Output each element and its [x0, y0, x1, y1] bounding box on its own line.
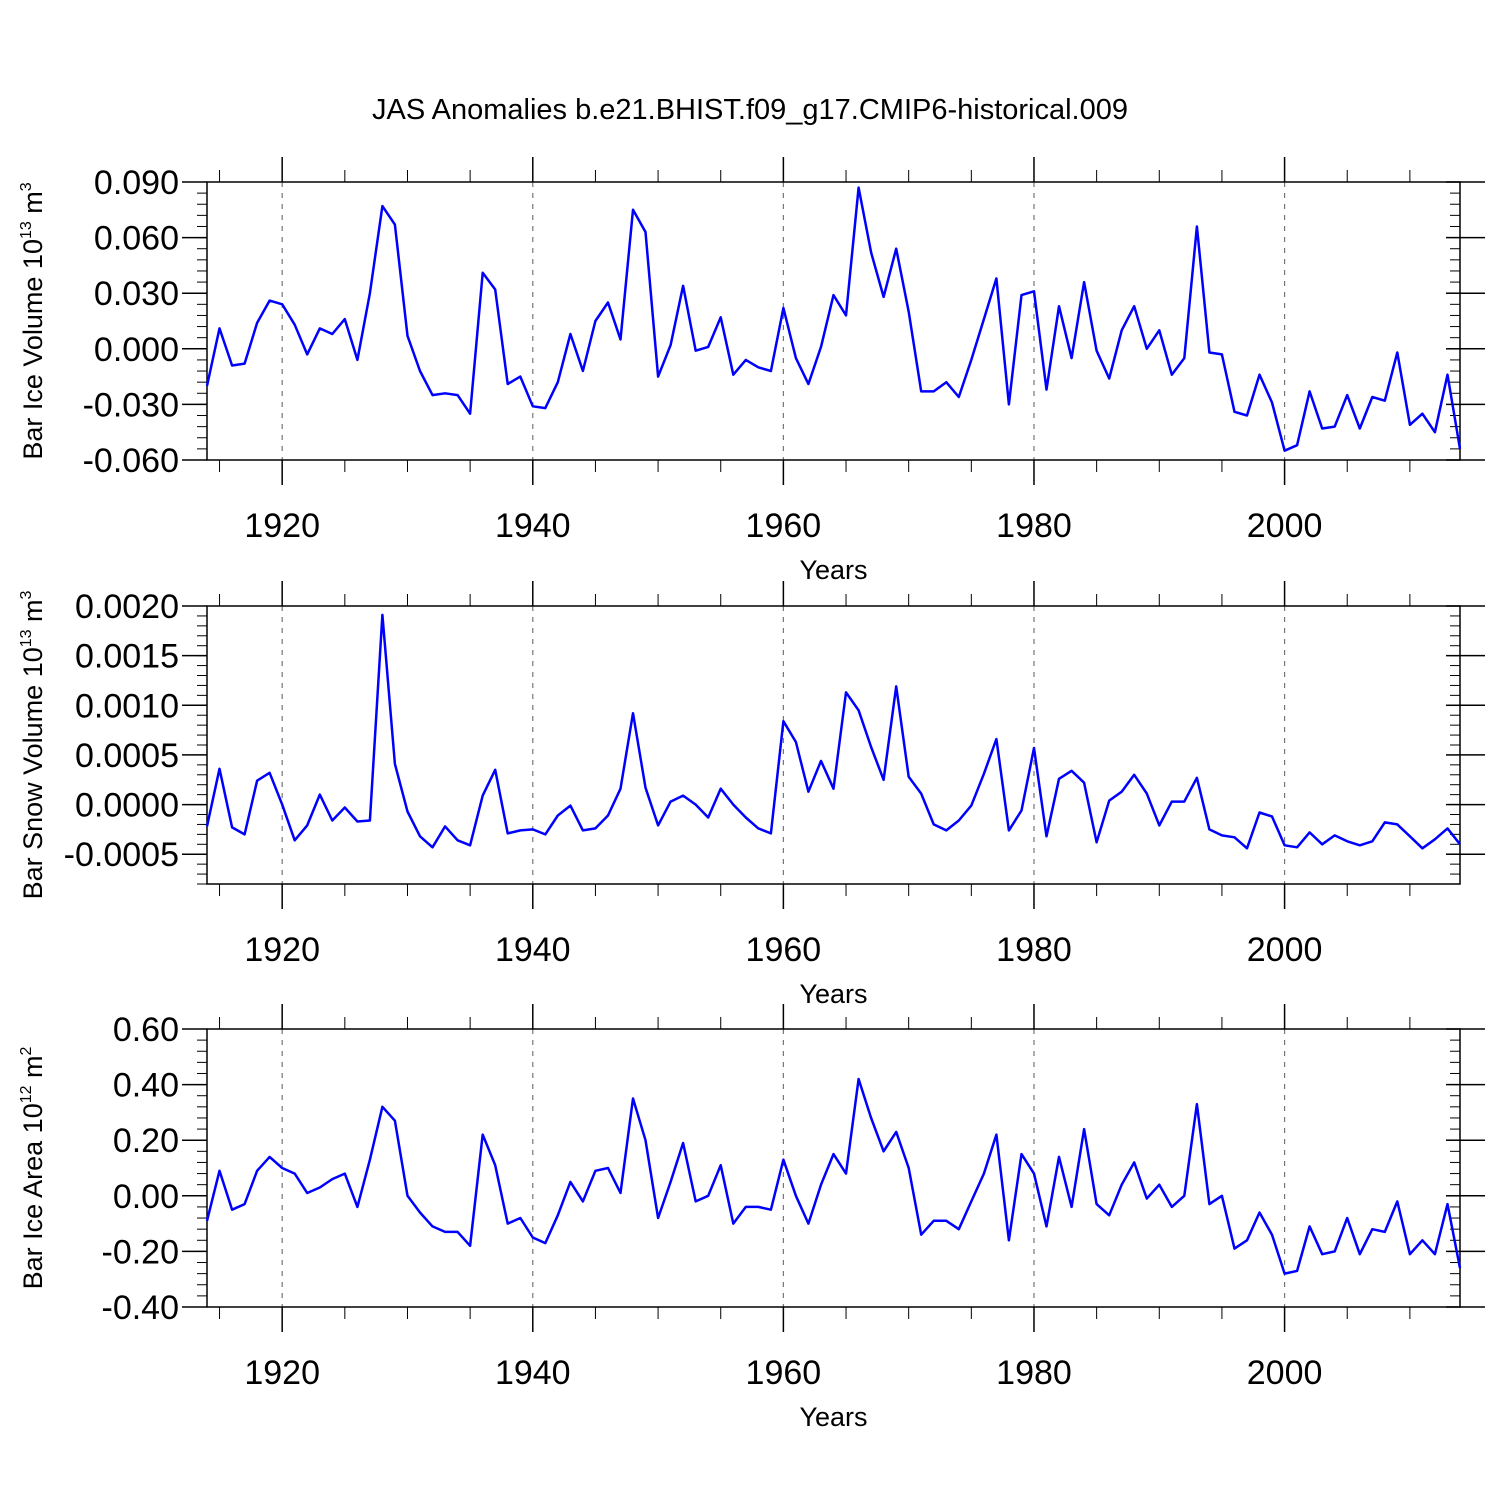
x-axis-label: Years	[799, 979, 867, 1009]
x-tick-label: 1940	[495, 507, 571, 545]
chart-panel-ice-volume: -0.060 -0.030 0.000 0.030 0.060 0.090 1920 1940…	[18, 157, 1485, 585]
x-axis-label: Years	[799, 1402, 867, 1432]
chart-panel-snow-volume: -0.0005 0.0000 0.0005 0.0010 0.0015 0.0020 192…	[18, 581, 1485, 1009]
y-tick-label: 0.090	[94, 164, 179, 202]
series-line-snow-volume	[205, 613, 1461, 850]
plot-frame	[206, 181, 1461, 461]
x-tick-label: 2000	[1247, 1354, 1323, 1392]
y-tick-label: -0.0005	[64, 836, 179, 874]
x-tick-label: 1940	[495, 1354, 571, 1392]
y-axis-label: Bar Snow Volume 1013 m3	[18, 590, 48, 899]
y-tick-label: -0.060	[83, 442, 179, 480]
y-tick-label: 0.40	[113, 1067, 179, 1105]
y-tick-label: 0.000	[94, 331, 179, 369]
y-tick-label: -0.030	[83, 386, 179, 424]
plot-frame	[206, 605, 1461, 885]
x-tick-label: 1980	[996, 1354, 1072, 1392]
x-tick-label: 1980	[996, 931, 1072, 969]
y-tick-label: 0.060	[94, 220, 179, 258]
x-tick-label: 1980	[996, 507, 1072, 545]
x-tick-label: 1920	[244, 1354, 320, 1392]
y-tick-label: 0.0020	[75, 588, 179, 626]
y-tick-label: 0.0000	[75, 787, 179, 825]
x-tick-label: 2000	[1247, 507, 1323, 545]
y-tick-label: 0.0005	[75, 737, 179, 775]
series-line-ice-area	[205, 1077, 1462, 1275]
chart-panel-ice-area: -0.40 -0.20 0.00 0.20 0.40 0.60 1920 1940 1960 19…	[18, 1004, 1485, 1432]
chart-title: JAS Anomalies b.e21.BHIST.f09_g17.CMIP6-…	[372, 94, 1128, 126]
x-tick-label: 1940	[495, 931, 571, 969]
x-tick-label: 1960	[746, 507, 822, 545]
y-tick-label: 0.0010	[75, 687, 179, 725]
x-tick-label: 1960	[746, 931, 822, 969]
y-axis-label: Bar Ice Volume 1013 m3	[18, 182, 48, 459]
x-tick-label: 1960	[746, 1354, 822, 1392]
y-tick-label: -0.20	[102, 1233, 180, 1271]
plot-frame	[206, 1028, 1461, 1308]
y-tick-label: 0.60	[113, 1011, 179, 1049]
y-tick-label: 0.00	[113, 1178, 179, 1216]
series-line-ice-volume	[205, 186, 1462, 452]
y-tick-label: 0.20	[113, 1122, 179, 1160]
y-tick-label: 0.030	[94, 275, 179, 313]
x-axis-label: Years	[799, 555, 867, 585]
y-tick-label: -0.40	[102, 1289, 180, 1327]
x-tick-label: 1920	[244, 507, 320, 545]
x-tick-label: 2000	[1247, 931, 1323, 969]
y-tick-label: 0.0015	[75, 638, 179, 676]
x-tick-label: 1920	[244, 931, 320, 969]
y-axis-label: Bar Ice Area 1012 m2	[18, 1046, 48, 1289]
